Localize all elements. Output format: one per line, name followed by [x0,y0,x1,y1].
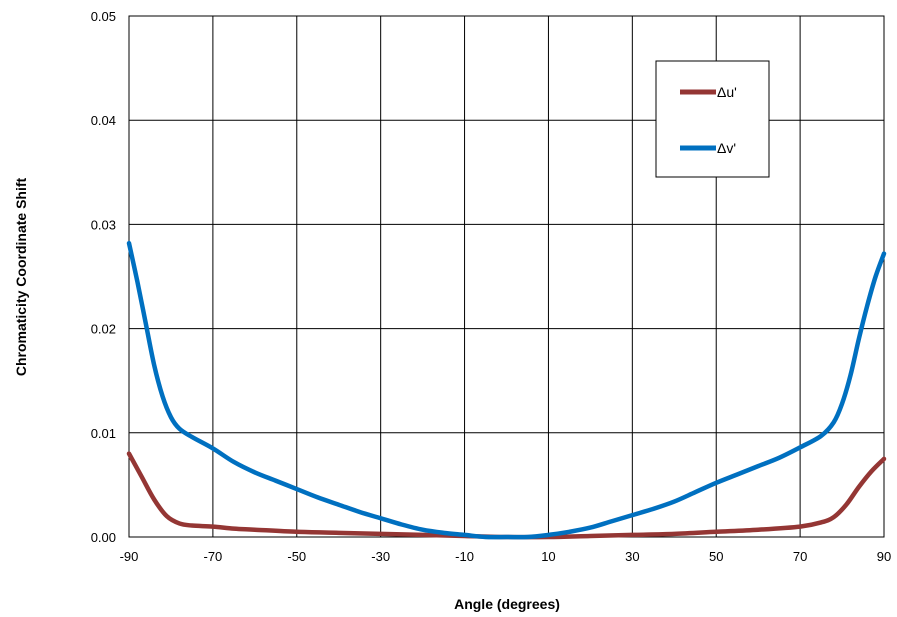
y-tick-label: 0.05 [91,9,116,24]
x-tick-label: -10 [455,549,474,564]
x-axis-title: Angle (degrees) [454,596,560,612]
x-tick-label: 90 [877,549,891,564]
legend: Δu' Δv' [655,60,770,178]
series-lines [126,240,887,540]
x-tick-labels: -90 -70 -50 -30 -10 10 30 50 70 90 [120,549,892,564]
y-tick-label: 0.04 [91,113,116,128]
y-tick-label: 0.02 [91,322,116,337]
legend-label-dv: Δv' [717,140,736,156]
x-tick-label: -50 [287,549,306,564]
x-tick-label: 50 [709,549,723,564]
y-tick-labels: 0.00 0.01 0.02 0.03 0.04 0.05 [91,9,116,545]
x-tick-label: 70 [793,549,807,564]
legend-box [655,60,770,178]
x-tick-label: -30 [371,549,390,564]
y-axis-title: Chromaticity Coordinate Shift [13,177,29,376]
x-tick-label: 10 [541,549,555,564]
y-tick-label: 0.03 [91,217,116,232]
x-tick-label: -70 [203,549,222,564]
y-tick-label: 0.00 [91,530,116,545]
y-tick-label: 0.01 [91,426,116,441]
x-tick-label: -90 [120,549,139,564]
legend-label-du: Δu' [717,84,737,100]
series-line-dv [126,240,887,540]
x-tick-label: 30 [625,549,639,564]
